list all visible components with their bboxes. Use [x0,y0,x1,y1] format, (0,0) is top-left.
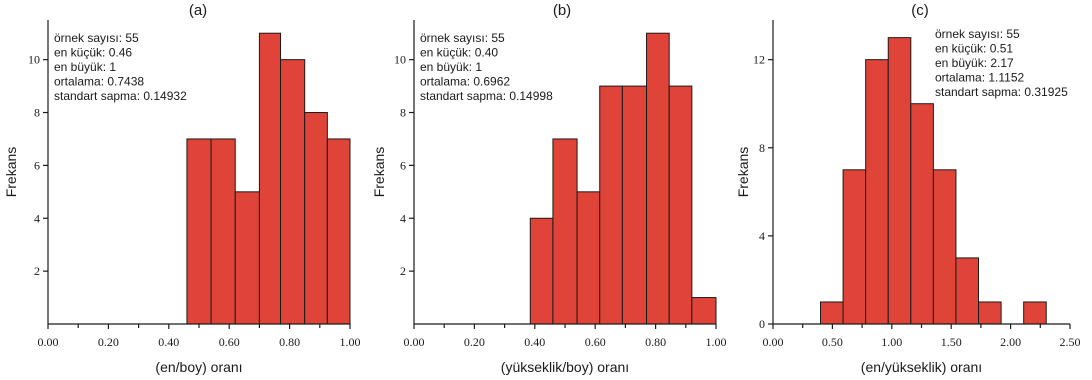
x-tick-label: 0.80 [279,335,300,349]
y-tick-label: 10 [394,53,406,67]
histogram-bar [887,37,912,325]
x-tick-label: 0.50 [822,335,843,349]
histogram-bar [234,191,260,325]
x-tick-label: 1.00 [706,335,727,349]
stats-annotation-line: en büyük: 2.17 [935,56,1014,70]
histogram-bar [691,297,717,325]
y-axis-label: Frekans [735,147,751,198]
histogram-bar [955,257,980,325]
histogram-bar [978,301,1002,325]
stats-annotation-line: örnek sayısı: 55 [420,31,505,45]
histogram-panel-b: 0.00 0.20 0.40 0.60 0.80 1.00 2 4 6 8 10 (b) (yüksek… [371,2,727,375]
histogram-bar [932,169,957,325]
y-tick-label: 8 [759,141,765,155]
y-axis-label: Frekans [371,147,387,198]
histogram-bar [910,103,934,325]
x-tick-label: 2.00 [1000,335,1021,349]
histogram-bar [842,169,867,325]
histogram-bar [1023,301,1047,325]
histogram-bar [552,138,578,325]
histogram-bar [646,32,670,325]
y-tick-label: 12 [753,53,765,67]
y-tick-label: 4 [759,229,765,243]
y-tick-label: 2 [400,264,406,278]
stats-annotation-line: standart sapma: 0.31925 [935,85,1068,99]
x-tick-label: 0.60 [585,335,606,349]
panel-title: (c) [911,2,929,19]
x-tick-label: 1.50 [941,335,962,349]
y-tick-label: 6 [34,158,40,172]
histogram-panel-c: 0.00 0.50 1.00 1.50 2.00 2.50 0 4 8 12 (c) (en/yüks… [735,2,1081,375]
y-axis-label: Frekans [3,147,19,198]
x-axis-label: (en/yükseklik) oranı [861,359,982,375]
x-axis-label: (en/boy) oranı [155,359,242,375]
x-axis-label: (yükseklik/boy) oranı [501,359,629,375]
x-tick-label: 0.20 [464,335,485,349]
stats-annotation-line: en büyük: 1 [420,60,482,74]
x-tick-label: 0.20 [98,335,119,349]
y-tick-label: 4 [34,211,40,225]
stats-annotation-line: standart sapma: 0.14998 [420,89,553,103]
x-tick-label: 0.40 [158,335,179,349]
x-tick-label: 0.00 [763,335,784,349]
y-tick-label: 4 [400,211,406,225]
x-tick-label: 0.00 [404,335,425,349]
y-tick-label: 2 [34,264,40,278]
x-tick-label: 1.00 [881,335,902,349]
histogram-bar [186,138,212,325]
histogram-bar [258,32,282,325]
histogram-bar [865,59,889,325]
panel-title: (a) [189,2,207,19]
stats-annotation-line: standart sapma: 0.14932 [54,89,187,103]
histogram-bar [668,85,693,325]
histogram-panel-a: 0.00 0.20 0.40 0.60 0.80 1.00 2 4 6 8 10 (a) (en/boy… [3,2,361,375]
histogram-bar [576,191,601,325]
stats-annotation-line: ortalama: 0.7438 [54,75,144,89]
y-tick-label: 10 [28,53,40,67]
y-tick-label: 0 [759,317,765,331]
stats-annotation-line: örnek sayısı: 55 [935,27,1020,41]
stats-annotation-line: en küçük: 0.40 [420,46,498,60]
y-tick-label: 6 [400,158,406,172]
stats-annotation-line: ortalama: 0.6962 [420,75,510,89]
stats-annotation-line: en büyük: 1 [54,60,116,74]
stats-annotation-line: ortalama: 1.1152 [935,71,1024,85]
histogram-bar [621,85,648,325]
x-tick-label: 2.50 [1060,335,1081,349]
stats-annotation-line: örnek sayısı: 55 [54,31,139,45]
stats-annotation-line: en küçük: 0.51 [935,42,1013,56]
x-tick-label: 0.80 [645,335,666,349]
histogram-bar [820,301,844,325]
histogram-bar [529,217,554,325]
x-tick-label: 0.40 [524,335,545,349]
histogram-bar [304,112,328,325]
x-tick-label: 0.00 [38,335,59,349]
panel-title: (b) [553,2,571,19]
x-tick-label: 0.60 [219,335,240,349]
histogram-bar [210,138,236,325]
histogram-bar [599,85,623,325]
histogram-bar [326,138,351,325]
x-tick-label: 1.00 [340,335,361,349]
histogram-bar [280,59,306,325]
stats-annotation-line: en küçük: 0.46 [54,46,132,60]
y-tick-label: 8 [34,106,40,120]
y-tick-label: 8 [400,106,406,120]
